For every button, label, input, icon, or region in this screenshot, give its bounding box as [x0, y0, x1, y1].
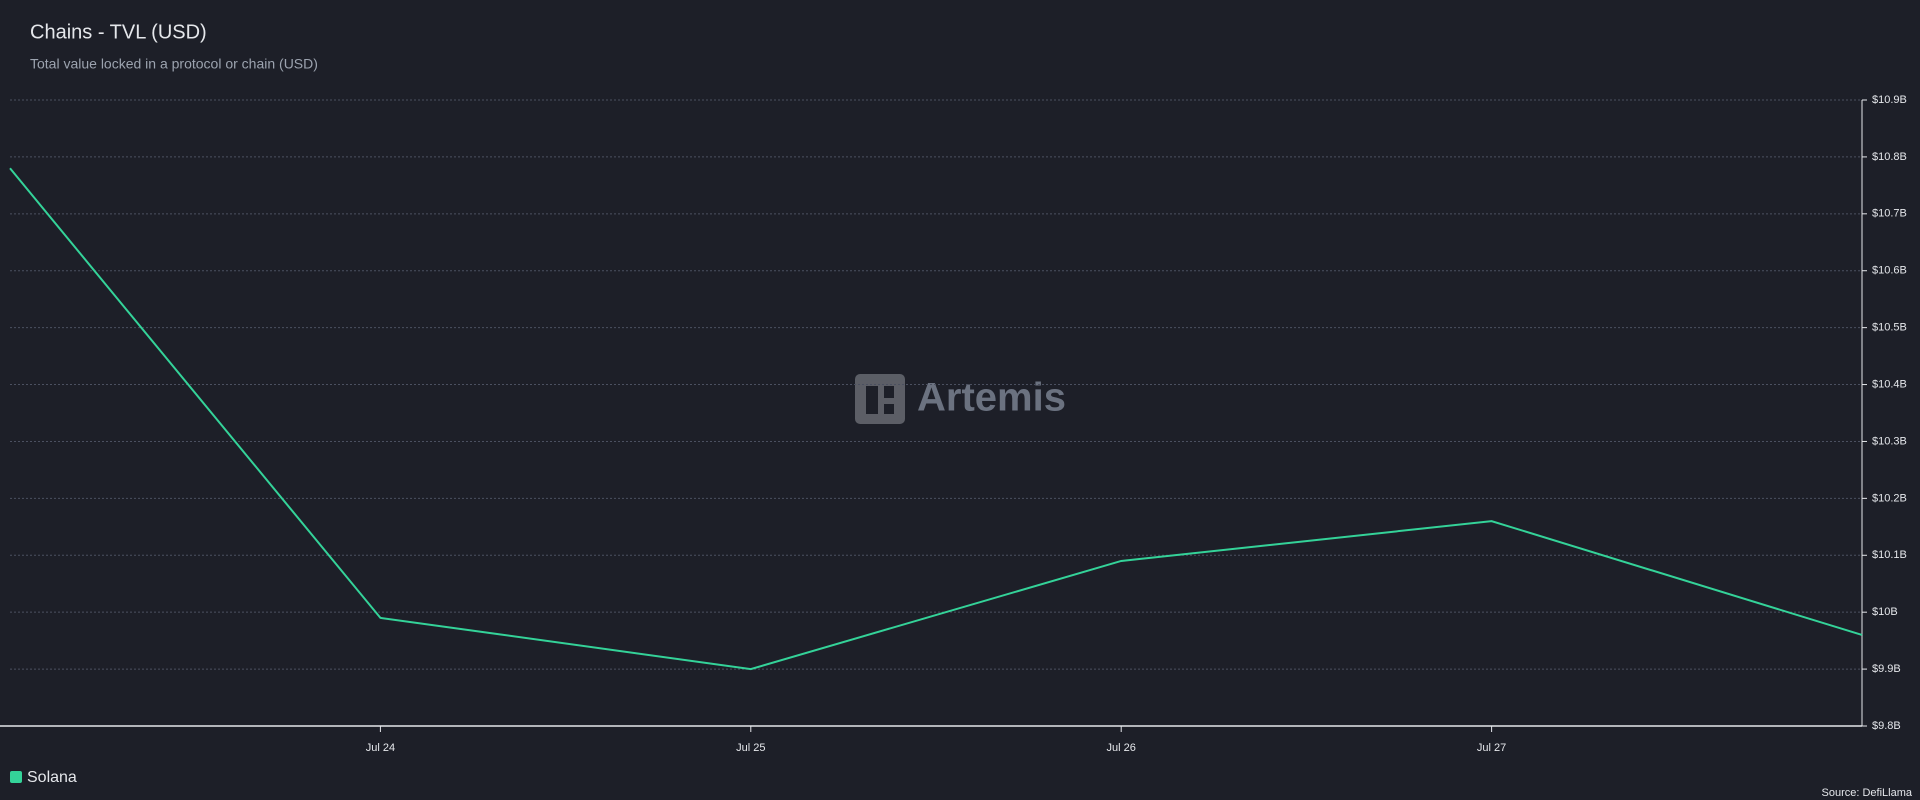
watermark-logo: [855, 374, 905, 424]
y-tick-label: $10.8B: [1872, 151, 1907, 163]
chart-title: Chains - TVL (USD): [30, 21, 207, 43]
x-tick-label: Jul 26: [1107, 742, 1136, 754]
y-tick-label: $9.9B: [1872, 663, 1901, 675]
chart-subtitle: Total value locked in a protocol or chai…: [30, 56, 318, 72]
y-tick-label: $10.1B: [1872, 549, 1907, 561]
watermark-icon-cut: [866, 386, 878, 414]
y-tick-label: $10.5B: [1872, 322, 1907, 334]
watermark-icon-cut: [884, 404, 894, 414]
source-note: Source: DefiLlama: [1822, 787, 1913, 799]
y-tick-label: $10B: [1872, 606, 1898, 618]
x-tick-label: Jul 24: [366, 742, 395, 754]
data-line: [9, 167, 1863, 671]
watermark-text: Artemis: [917, 376, 1066, 420]
y-tick-label: $10.6B: [1872, 265, 1907, 277]
x-tick-label: Jul 25: [736, 742, 765, 754]
y-tick-label: $10.4B: [1872, 378, 1907, 390]
watermark-icon-cut: [884, 386, 894, 398]
y-tick-label: $10.7B: [1872, 208, 1907, 220]
legend-label: Solana: [27, 769, 77, 786]
legend-swatch: [10, 771, 22, 783]
y-tick-label: $9.8B: [1872, 720, 1901, 732]
y-tick-label: $10.3B: [1872, 435, 1907, 447]
y-tick-label: $10.9B: [1872, 94, 1907, 106]
watermark-icon: [855, 374, 905, 424]
x-tick-label: Jul 27: [1477, 742, 1506, 754]
y-tick-label: $10.2B: [1872, 492, 1907, 504]
